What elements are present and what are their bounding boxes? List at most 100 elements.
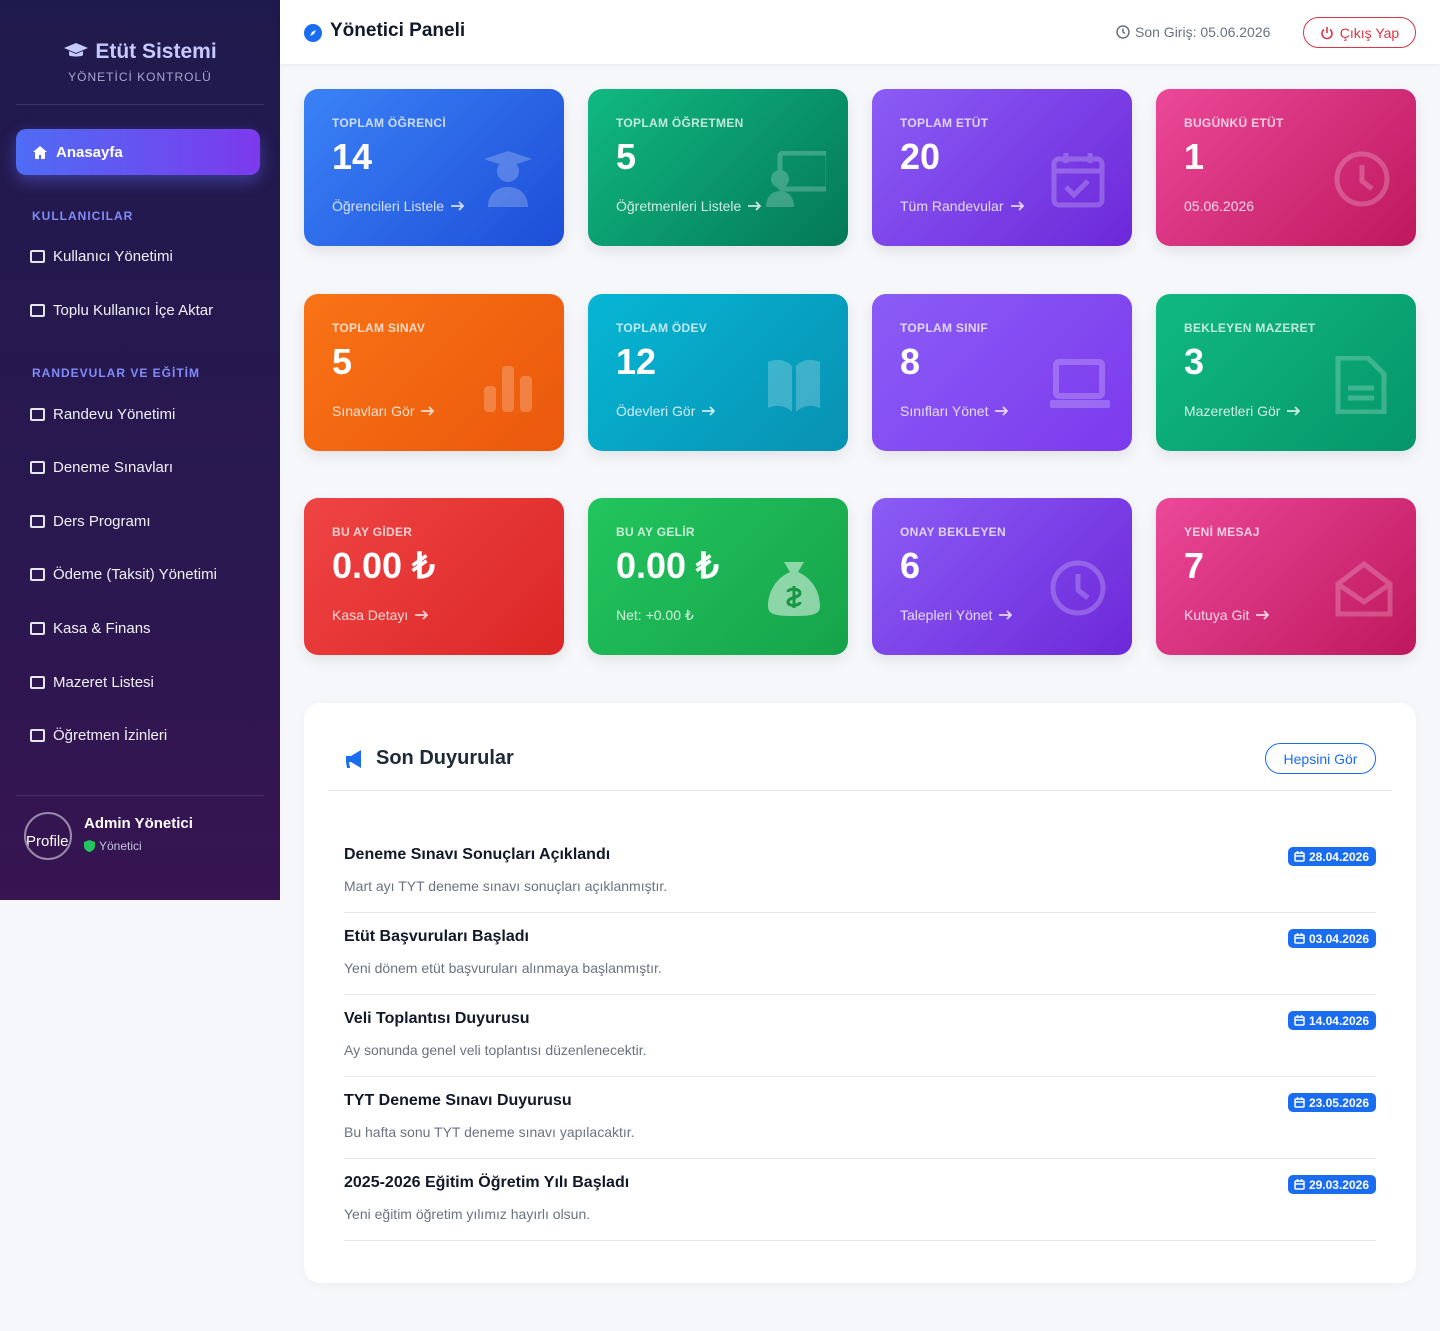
see-all-button[interactable]: Hepsini Gör [1265,743,1376,774]
date-badge: 14.04.2026 [1287,1011,1376,1030]
stat-card[interactable]: YENİ MESAJ 7 Kutuya Git [1156,498,1416,655]
nav-item[interactable]: Kasa & Finans [30,618,151,638]
nav-label: Öğretmen İzinleri [53,726,168,744]
stat-card[interactable]: BEKLEYEN MAZERET 3 Mazeretleri Gör [1156,294,1416,451]
card-value: 5 [616,136,637,177]
card-value: 20 [900,136,941,177]
calendar-icon [1294,1097,1305,1108]
card-label: TOPLAM ÖĞRENCİ [332,116,446,130]
stat-card[interactable]: TOPLAM SINIF 8 Sınıfları Yönet [872,294,1132,451]
calendar-icon [1294,1015,1305,1026]
nav-item[interactable]: Kullanıcı Yönetimi [30,246,173,266]
clock-icon [1116,25,1130,39]
announcement-text: Yeni dönem etüt başvuruları alınmaya baş… [344,960,662,976]
page-title: Yönetici Paneli [330,20,466,41]
card-label: BU AY GELİR [616,525,695,539]
divider [16,104,264,105]
calendar-icon [1294,1179,1305,1190]
header: Yönetici Paneli Son Giriş: 05.06.2026 Çı… [280,0,1440,64]
announcement-text: Ay sonunda genel veli toplantısı düzenle… [344,1042,647,1058]
avatar: Profile [24,812,72,860]
nav-item[interactable]: Mazeret Listesi [30,672,154,692]
nav-label: Randevu Yönetimi [53,405,176,423]
stat-card[interactable]: ONAY BEKLEYEN 6 Talepleri Yönet [872,498,1132,655]
nav-icon [30,728,45,742]
separator [344,994,1376,995]
card-link: Talepleri Yönet [900,607,1013,623]
nav-label: Ödeme (Taksit) Yönetimi [53,565,217,583]
nav-item[interactable]: Randevu Yönetimi [30,404,175,424]
logout-label: Çıkış Yap [1339,24,1400,41]
arrow-icon [1010,201,1024,211]
date: 23.05.2026 [1308,1095,1369,1110]
card-value: 8 [900,341,921,382]
divider [16,795,264,796]
card-label: BU AY GİDER [332,525,413,539]
brand: Etüt Sistemi [0,40,280,64]
card-value: 12 [616,341,657,382]
last-login: Son Giriş: 05.06.2026 [1116,24,1270,40]
card-link: Kutuya Git [1184,607,1270,623]
announcements-panel: Son Duyurular Hepsini Gör Deneme Sınavı … [304,703,1416,1283]
card-value: 7 [1184,545,1205,586]
nav-label: Anasayfa [56,143,123,161]
nav-icon [30,249,45,263]
section-title: KULLANICILAR [32,209,134,223]
nav-icon [30,407,45,421]
nav-label: Deneme Sınavları [53,458,174,476]
nav-item[interactable]: Öğretmen İzinleri [30,725,167,745]
stat-card[interactable]: BU AY GİDER 0.00 ₺ Kasa Detayı [304,498,564,655]
nav-active[interactable]: Anasayfa [16,129,260,175]
nav-label: Mazeret Listesi [53,673,154,691]
arrow-icon [421,406,435,416]
card-label: YENİ MESAJ [1184,525,1260,539]
card-icon [766,151,826,207]
card-link: Kasa Detayı [332,607,429,623]
stat-card[interactable]: TOPLAM ETÜT 20 Tüm Randevular [872,89,1132,246]
card-icon [768,359,820,412]
logout-button[interactable]: Çıkış Yap [1303,17,1416,48]
card-note: 05.06.2026 [1184,198,1255,214]
card-link: Mazeretleri Gör [1184,403,1301,419]
calendar-icon [1294,933,1305,944]
stat-card[interactable]: TOPLAM ÖDEV 12 Ödevleri Gör [588,294,848,451]
last-login-text: Son Giriş: 05.06.2026 [1135,24,1271,40]
profile-role: Yönetici [84,839,142,853]
announcement-text: Mart ayı TYT deneme sınavı sonuçları açı… [344,878,668,894]
nav-item[interactable]: Ders Programı [30,511,151,531]
link-text: Sınıfları Yönet [900,403,989,419]
card-icon [1050,560,1106,616]
link-text: Kasa Detayı [332,607,409,623]
stat-card[interactable]: TOPLAM ÖĞRETMEN 5 Öğretmenleri Listele [588,89,848,246]
link-text: Öğrencileri Listele [332,198,445,214]
arrow-icon [702,406,716,416]
card-value: 14 [332,136,373,177]
nav-icon [30,303,45,317]
profile-name: Admin Yönetici [84,815,193,832]
date-badge: 03.04.2026 [1287,929,1376,948]
nav-item[interactable]: Ödeme (Taksit) Yönetimi [30,564,217,584]
nav-item[interactable]: Deneme Sınavları [30,457,173,477]
date-badge: 28.04.2026 [1287,847,1376,866]
separator [344,1076,1376,1077]
brand-name: Etüt Sistemi [95,40,217,63]
card-label: BUGÜNKÜ ETÜT [1184,116,1284,130]
home-icon [33,145,47,159]
date: 29.03.2026 [1308,1177,1369,1192]
card-icon [768,562,820,616]
card-icon [1335,356,1387,414]
role: Yönetici [99,839,142,853]
card-note: Net: +0.00 ₺ [616,607,694,623]
nav-label: Kasa & Finans [53,619,151,637]
card-icon [1334,151,1390,207]
divider [328,790,1392,791]
calendar-icon [1294,851,1305,862]
stat-card[interactable]: TOPLAM ÖĞRENCİ 14 Öğrencileri Listele [304,89,564,246]
card-icon [1335,560,1393,617]
card-label: TOPLAM ETÜT [900,116,989,130]
nav-item[interactable]: Toplu Kullanıcı İçe Aktar [30,300,213,320]
stat-card[interactable]: TOPLAM SINAV 5 Sınavları Gör [304,294,564,451]
card-value: 5 [332,341,353,382]
